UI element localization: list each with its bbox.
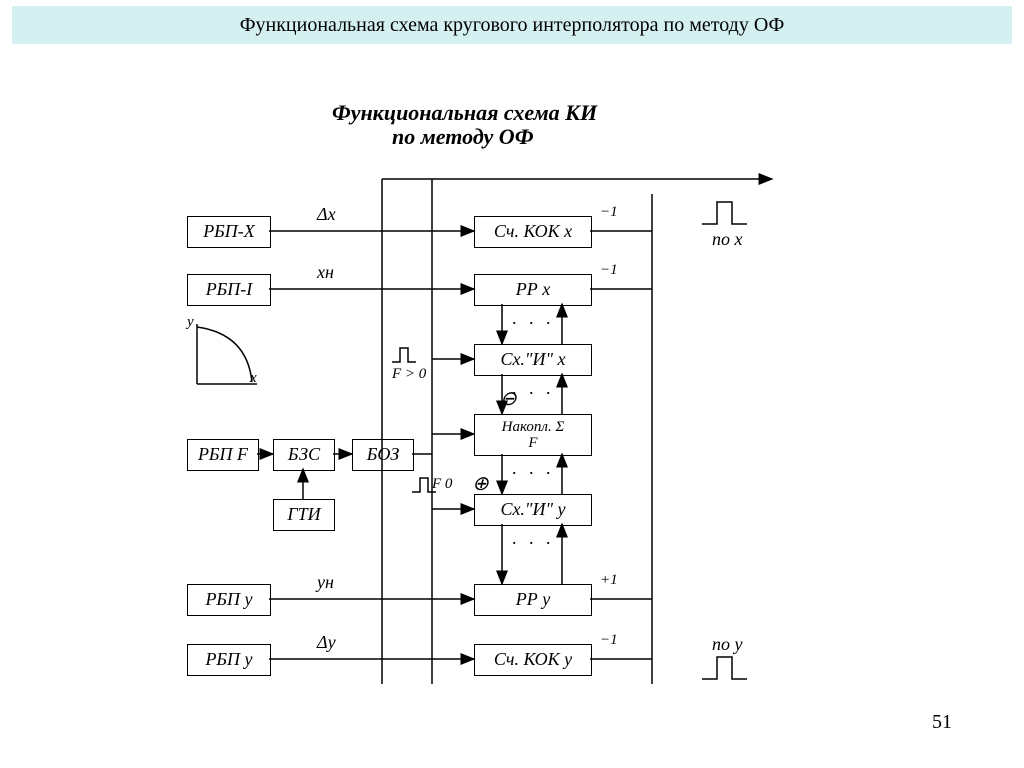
wires-svg <box>12 44 1012 744</box>
page-number: 51 <box>932 711 952 734</box>
diagram-canvas: Функциональная схема КИ по методу ОФ РБП… <box>12 44 1012 744</box>
slide-title: Функциональная схема кругового интерполя… <box>12 6 1012 44</box>
